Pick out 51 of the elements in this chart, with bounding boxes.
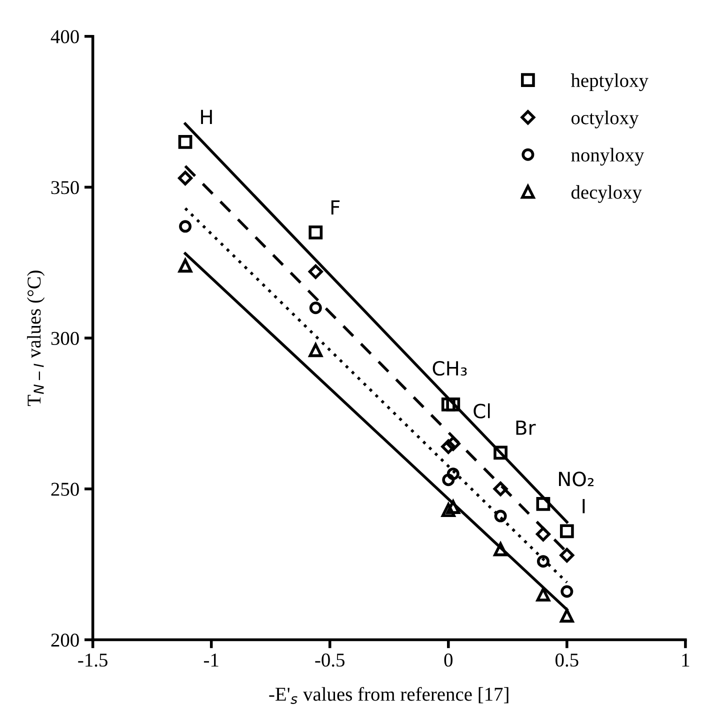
point [494,446,508,460]
point [178,258,192,273]
point [178,135,192,149]
point [494,510,507,522]
legend-label: heptyloxy [570,73,648,92]
point [308,226,323,240]
point [441,503,456,517]
x-axis-title: -E'$_{s}$ values from reference [17] [269,686,508,704]
point [442,474,455,486]
y-tick-label: 400 [50,30,79,44]
point [309,302,322,314]
point [493,482,508,496]
point [536,555,550,568]
annotation: Cl [474,403,490,418]
annotation: NO₂ [559,472,594,486]
point [536,526,550,542]
point [560,548,574,563]
x-tick-label: 1 [682,654,690,666]
x-tick-label: -1 [204,654,218,666]
annotation: I [582,499,585,514]
point [536,497,550,511]
point [308,264,323,279]
point [560,608,574,623]
point [536,588,550,602]
annotation: CH₃ [432,360,467,376]
point [441,397,456,412]
legend-label: decyloxy [571,185,642,203]
point [441,439,456,454]
point [494,542,508,556]
y-tick-label: 250 [51,482,79,496]
point [179,220,192,233]
point [446,436,460,451]
legend-label: octyloxy [571,110,639,128]
y-axis-title: T$_{N−I}$ values (°C) [27,270,45,406]
y-tick-label: 200 [51,634,79,647]
point [446,468,460,480]
y-tick-label: 300 [51,332,79,345]
x-tick-label: 0.5 [556,654,578,667]
x-tick-label: -1.5 [78,654,108,667]
point [560,524,574,538]
x-tick-label: 0 [444,654,453,667]
point [560,585,574,598]
annotation: H [201,110,212,124]
x-tick-label: -0.5 [315,654,344,667]
y-tick-label: 350 [51,181,79,194]
point [446,397,460,412]
annotation: Br [516,420,536,435]
point [308,343,323,358]
annotation: F [331,200,340,215]
legend-label: nonyloxy [571,148,644,166]
point [178,170,193,186]
